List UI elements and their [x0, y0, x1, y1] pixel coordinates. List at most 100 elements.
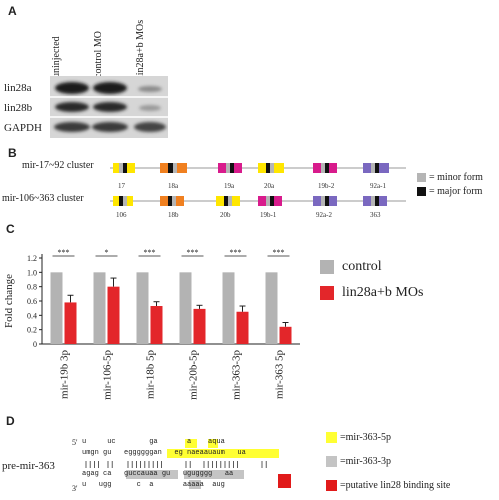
category-label: mir-363 5p [274, 350, 286, 399]
mir-20a-hairpin [258, 163, 284, 173]
mir-label-92a-1: 92a-1 [370, 182, 386, 190]
mir-cluster-diagram: 17 18a 19a 20a 19b-2 92a-1 106 18b 20b 1… [110, 163, 406, 219]
category-label: mir-20b-5p [188, 350, 200, 400]
sequence-legend: =mir-363-5p =mir-363-3p =putative lin28 … [326, 430, 450, 492]
fold-change-bar-chart: Fold change 0 0.2 0.4 0.6 0.8 1.0 1.2 *** mir-19… [3, 248, 300, 400]
mir-363-hairpin [363, 196, 387, 206]
bar-control [179, 272, 192, 344]
five-prime-end: 5' [72, 438, 78, 447]
mir-label-92a-2: 92a-2 [316, 211, 332, 219]
mir-label-106: 106 [116, 211, 127, 219]
bar-control [265, 272, 278, 344]
col-label-control-mo: control MO [93, 31, 104, 78]
blot-column-labels: uninjected control MO lin28a+b MOs [51, 6, 170, 78]
legend-mir-363-3p: =mir-363-3p [326, 454, 450, 468]
y-tick-label: 1.0 [27, 268, 37, 277]
bar-lin28-mos [193, 308, 206, 344]
mir-label-17: 17 [118, 182, 126, 190]
mir-17-hairpin [113, 163, 135, 173]
category-label: mir-363-3p [231, 350, 243, 400]
legend-minor-form: = minor form [417, 170, 483, 184]
panel-c-letter: C [6, 222, 15, 236]
legend-lin28-binding-site: =putative lin28 binding site [326, 478, 450, 492]
lin28-mos-swatch [320, 286, 334, 300]
bar-lin28-mos [107, 286, 120, 344]
mir-92a-2-hairpin [313, 196, 337, 206]
lin28-binding-site-highlight [278, 474, 291, 488]
mir-label-20b: 20b [220, 211, 231, 219]
top-loop-bases: u uc ga a aqua [82, 438, 225, 446]
pre-mir-363-label: pre-mir-363 [2, 460, 55, 472]
minor-form-swatch [417, 172, 426, 182]
mir-363-3p-highlight [126, 470, 178, 479]
bar-lin28-mos [279, 326, 292, 344]
legend-lin28-mos: lin28a+b MOs [320, 284, 423, 302]
control-swatch [320, 260, 334, 274]
top-strand-bases: umgn gu eggggggan eg naeaauaum ua [82, 449, 246, 457]
panel-a-letter: A [8, 4, 17, 18]
mir-label-19b-1: 19b-1 [260, 211, 277, 219]
mir-label-363: 363 [370, 211, 381, 219]
bar-control [222, 272, 235, 344]
y-tick-label: 0.2 [27, 326, 37, 335]
mir-18b-hairpin [160, 196, 184, 206]
mir-19b-1-hairpin [258, 196, 282, 206]
western-blot-image [50, 76, 168, 138]
significance-stars: *** [187, 248, 199, 257]
bar-lin28-mos [236, 311, 249, 344]
mir-92a-1-hairpin [363, 163, 389, 173]
mir-20b-hairpin [216, 196, 240, 206]
significance-stars: *** [273, 248, 285, 257]
lin28-binding-site-swatch [326, 479, 337, 491]
bar-lin28-mos [64, 302, 77, 344]
legend-major-form: = major form [417, 184, 483, 198]
mir-363-5p-highlight [185, 439, 197, 448]
mir-label-19a: 19a [224, 182, 235, 190]
cluster-label-mir-106-363: mir-106~363 cluster [2, 193, 84, 204]
major-form-swatch [417, 186, 426, 196]
mir-label-18a: 18a [168, 182, 179, 190]
bar-lin28-mos [150, 306, 163, 344]
y-tick-label: 1.2 [27, 254, 37, 263]
mir-label-20a: 20a [264, 182, 275, 190]
bar-control [50, 272, 63, 344]
panel-b-letter: B [8, 146, 17, 160]
significance-stars: *** [230, 248, 242, 257]
legend-mir-363-5p: =mir-363-5p [326, 430, 450, 444]
mir-label-19b-2: 19b-2 [318, 182, 335, 190]
cluster-legend: = minor form = major form [417, 170, 483, 198]
pre-mir-363-hairpin: 5' 3' u uc ga a aqua umgn gu eggggggan e… [72, 438, 302, 500]
mir-18a-hairpin [160, 163, 187, 173]
y-axis-label: Fold change [3, 274, 15, 328]
bar-control [93, 272, 106, 344]
bar-control [136, 272, 149, 344]
legend-control: control [320, 258, 423, 276]
bottom-strand-bases: agag ca guccauaa gu ugugggg aa [82, 470, 234, 478]
row-label-lin28a: lin28a [4, 82, 32, 94]
mir-19a-hairpin [218, 163, 242, 173]
y-tick-label: 0.4 [27, 311, 37, 320]
significance-stars: *** [58, 248, 70, 257]
row-label-gapdh: GAPDH [4, 122, 42, 134]
three-prime-end: 3' [72, 484, 78, 493]
col-label-lin28-mos: lin28a+b MOs [135, 19, 146, 78]
category-label: mir-19b 3p [59, 350, 71, 399]
bottom-loop-bases: u ugg c a aaaaa aug [82, 481, 225, 489]
significance-stars: * [105, 248, 109, 257]
chart-legend: control lin28a+b MOs [320, 258, 423, 302]
category-label: mir-106-5p [102, 350, 114, 400]
y-tick-label: 0 [33, 340, 37, 349]
panel-d-letter: D [6, 414, 15, 428]
y-tick-label: 0.8 [27, 283, 37, 292]
cluster-label-mir-17-92: mir-17~92 cluster [22, 160, 94, 171]
base-pair-lines [85, 461, 267, 468]
col-label-uninjected: uninjected [51, 36, 62, 78]
significance-stars: *** [144, 248, 156, 257]
mir-363-5p-swatch [326, 431, 337, 443]
mir-19b-2-hairpin [313, 163, 337, 173]
row-label-lin28b: lin28b [4, 102, 33, 114]
mir-label-18b: 18b [168, 211, 179, 219]
category-label: mir-18b 5p [145, 350, 157, 399]
mir-106-hairpin [113, 196, 133, 206]
mir-363-3p-swatch [326, 455, 337, 467]
